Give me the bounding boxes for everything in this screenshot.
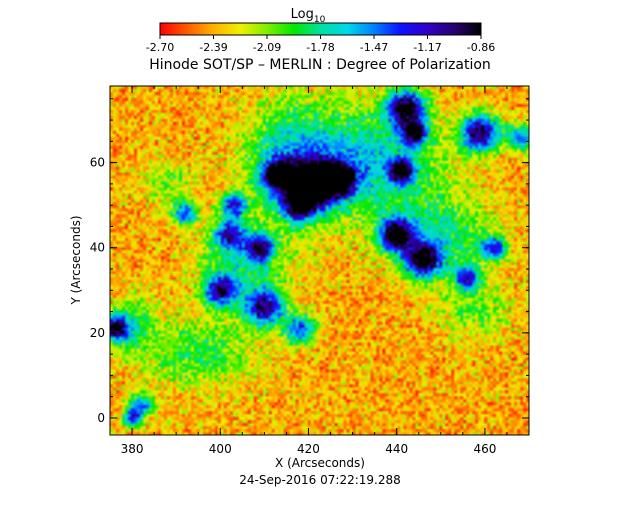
colorbar-tick-label: -1.47 <box>360 41 388 54</box>
x-tick-label: 460 <box>473 442 496 456</box>
colorbar-tick-label: -2.39 <box>199 41 227 54</box>
x-tick-label: 400 <box>209 442 232 456</box>
y-tick-label: 40 <box>90 241 105 255</box>
y-tick-label: 0 <box>97 411 105 425</box>
colorbar-tick-label: -1.17 <box>413 41 441 54</box>
y-axis: 0 20 40 60 <box>90 98 529 425</box>
colorbar-ticks: -2.70 -2.39 -2.09 -1.78 -1.47 -1.17 -0.86 <box>146 35 495 54</box>
x-tick-label: 440 <box>385 442 408 456</box>
colorbar-tick-label: -1.78 <box>306 41 334 54</box>
y-tick-label: 20 <box>90 326 105 340</box>
colorbar-tick-label: -0.86 <box>467 41 495 54</box>
x-tick-label: 380 <box>121 442 144 456</box>
heatmap-image <box>110 86 529 435</box>
colorbar-tick-label: -2.70 <box>146 41 174 54</box>
colorbar-strip <box>159 22 482 36</box>
colorbar: Log10 -2.70 -2.39 -2.09 -1.78 -1.47 -1.17 -0.8… <box>146 7 495 54</box>
timestamp: 24-Sep-2016 07:22:19.288 <box>239 473 401 487</box>
plot-frame <box>109 85 530 436</box>
plot-area: 380 400 420 440 460 0 20 40 60 <box>90 85 530 456</box>
x-tick-label: 420 <box>297 442 320 456</box>
chart-title: Hinode SOT/SP – MERLIN : Degree of Polar… <box>149 57 491 73</box>
x-axis: 380 400 420 440 460 <box>109 86 530 456</box>
colorbar-tick-label: -2.09 <box>253 41 281 54</box>
y-tick-label: 60 <box>90 156 105 170</box>
x-axis-label: X (Arcseconds) <box>275 456 365 470</box>
y-axis-label: Y (Arcseconds) <box>69 215 83 305</box>
colorbar-label: Log10 <box>291 7 326 25</box>
